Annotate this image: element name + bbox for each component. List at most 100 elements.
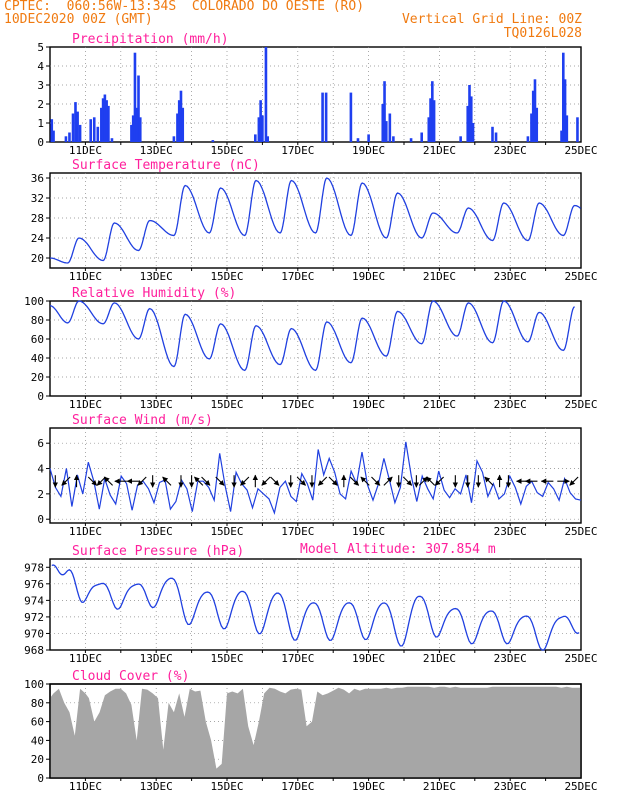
y-tick-label: 20 [31, 371, 44, 384]
precip-bar [459, 136, 462, 142]
y-tick-label: 100 [24, 678, 44, 691]
model-altitude: Model Altitude: 307.854 m [300, 542, 496, 557]
precip-bar [432, 100, 436, 142]
x-tick-label: 17DEC [281, 780, 314, 793]
panel-title: Precipitation (mm/h) [72, 32, 229, 47]
wind-arrow [103, 476, 113, 486]
x-tick-label: 15DEC [210, 652, 243, 665]
wind-arrow [162, 476, 172, 486]
panel-title: Surface Wind (m/s) [72, 413, 213, 428]
cloud-cover-area [50, 686, 581, 778]
wind-arrow [484, 476, 494, 486]
precip-bar [103, 94, 107, 142]
precip-bar [431, 81, 434, 142]
precip-bar [324, 92, 328, 142]
precip-bar [130, 124, 133, 142]
precip-bar [211, 140, 215, 142]
x-tick-label: 17DEC [281, 398, 314, 411]
wind-arrow [317, 476, 328, 486]
x-tick-label: 25DEC [564, 270, 597, 283]
x-tick-label: 25DEC [564, 780, 597, 793]
x-tick-label: 19DEC [352, 780, 385, 793]
precip-bar [563, 79, 567, 142]
x-tick-label: 21DEC [423, 652, 456, 665]
x-tick-label: 17DEC [281, 652, 314, 665]
x-tick-label: 21DEC [423, 144, 456, 157]
precip-bar [471, 123, 475, 142]
x-tick-label: 21DEC [423, 780, 456, 793]
precip-bar [392, 136, 395, 142]
precip-bar [133, 52, 137, 143]
panel-title: Cloud Cover (%) [72, 669, 189, 684]
wind-arrow [240, 476, 250, 486]
panel-3: 11DEC 13DEC 15DEC 17DEC 19DEC 21DEC 23DEC 25DEC… [24, 286, 597, 411]
wind-arrow [425, 476, 436, 486]
precip-bar [321, 92, 324, 142]
precip-bar [257, 117, 261, 142]
header: CPTEC: 060:56W-13:34S COLORADO DO OESTE … [0, 0, 618, 46]
x-tick-label: 13DEC [140, 525, 173, 538]
x-tick-label: 25DEC [564, 652, 597, 665]
x-tick-label: 11DEC [69, 270, 102, 283]
pressure-line [51, 564, 580, 651]
wind-arrow [296, 476, 306, 486]
y-tick-label: 5 [37, 41, 44, 54]
y-tick-label: 2 [37, 98, 44, 111]
x-tick-label: 19DEC [352, 144, 385, 157]
precip-bar [176, 113, 179, 142]
y-tick-label: 0 [37, 513, 44, 526]
y-tick-label: 20 [31, 753, 44, 766]
precip-bar [179, 90, 183, 142]
model-code: TQ0126L028 [503, 26, 582, 41]
plot-frame [49, 683, 582, 779]
precip-bar [469, 96, 473, 142]
temperature-line [49, 177, 582, 264]
wind-arrow [360, 476, 370, 486]
y-tick-label: 976 [24, 578, 44, 591]
y-tick-label: 1 [37, 117, 44, 130]
y-tick-label: 970 [24, 627, 44, 640]
y-tick-label: 974 [24, 594, 44, 607]
precip-bar [110, 138, 114, 142]
x-tick-label: 13DEC [140, 398, 173, 411]
x-tick-label: 21DEC [423, 525, 456, 538]
x-tick-label: 19DEC [352, 652, 385, 665]
panel-4: 11DEC 13DEC 15DEC 17DEC 19DEC 21DEC 23DEC 25DEC… [37, 413, 597, 538]
x-tick-label: 17DEC [281, 144, 314, 157]
precip-bar [254, 134, 257, 142]
y-tick-label: 0 [37, 390, 44, 403]
precip-bar [466, 105, 470, 142]
precip-bar [71, 113, 75, 142]
precip-bar [105, 100, 108, 142]
precip-bar [491, 126, 494, 142]
precip-bar [135, 107, 139, 142]
x-tick-label: 19DEC [352, 525, 385, 538]
x-tick-label: 25DEC [564, 398, 597, 411]
precip-bar [259, 100, 262, 142]
precip-bar [172, 136, 176, 142]
wind-arrow [371, 476, 381, 486]
x-tick-label: 11DEC [69, 398, 102, 411]
precip-bar [181, 107, 185, 142]
y-tick-label: 972 [24, 611, 44, 624]
wind-arrow [137, 476, 147, 486]
y-tick-label: 28 [31, 212, 44, 225]
x-tick-label: 21DEC [423, 398, 456, 411]
wind-arrow [569, 476, 579, 486]
precip-bar [96, 126, 100, 142]
precip-bar [427, 117, 431, 142]
precip-bar [89, 119, 93, 142]
x-tick-label: 23DEC [494, 144, 527, 157]
x-tick-label: 13DEC [140, 652, 173, 665]
plot-frame [49, 300, 582, 397]
precip-bar [107, 105, 110, 142]
precip-bar [560, 130, 563, 142]
precip-bar [68, 132, 71, 142]
y-tick-label: 36 [31, 172, 44, 185]
wind-arrow [61, 476, 71, 486]
precip-bar [261, 115, 264, 142]
wind-arrow [434, 476, 444, 486]
y-tick-label: 4 [37, 60, 44, 73]
x-tick-label: 23DEC [494, 652, 527, 665]
y-tick-label: 4 [37, 463, 44, 476]
